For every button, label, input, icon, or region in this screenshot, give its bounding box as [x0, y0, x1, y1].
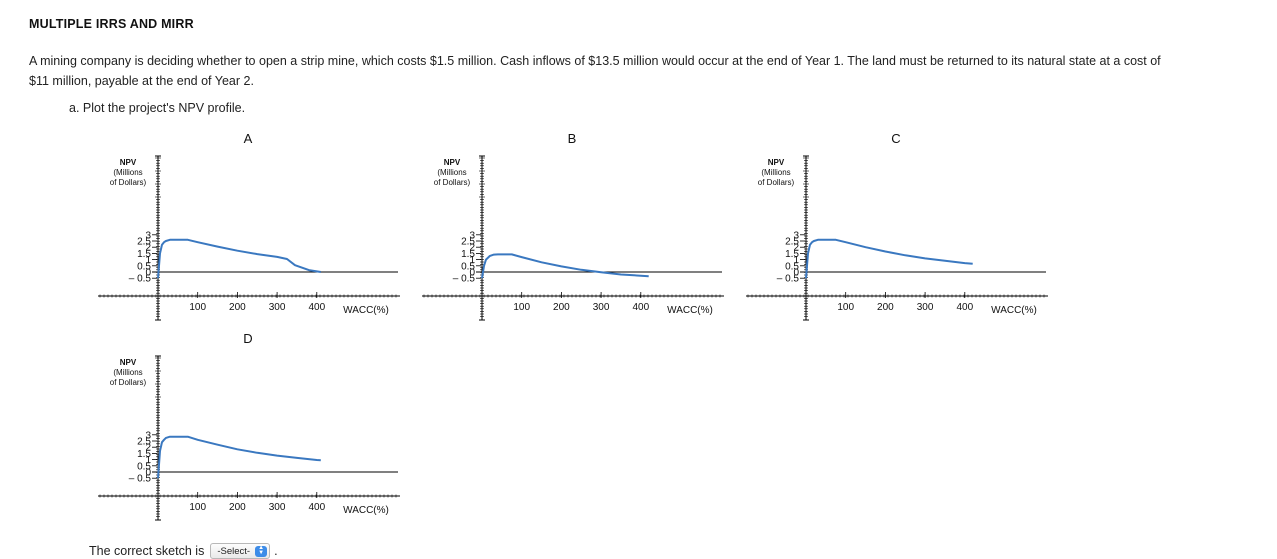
y-tick-label: 3: [793, 230, 799, 241]
x-tick-label: 100: [189, 502, 206, 513]
npv-chart-d: D NPV (Millions of Dollars) 3 2.5 2 1.5 1 0.5 0– 0…: [0, 326, 420, 526]
y-tick-label: 1.5: [137, 249, 151, 260]
y-tick-label: 0: [793, 268, 799, 279]
y-tick-label: 2: [145, 243, 151, 254]
y-axis-label-line: of Dollars): [758, 178, 795, 187]
x-tick-label: 400: [632, 302, 649, 313]
x-axis-label: WACC(%): [343, 305, 389, 316]
y-axis-label-line: (Millions: [761, 168, 790, 177]
chart-panel-label: D: [243, 331, 252, 346]
npv-curve: [481, 253, 649, 279]
y-tick-label: 0.5: [137, 461, 151, 472]
chart-panel-label: B: [568, 131, 577, 146]
y-tick-label: – 0.5: [129, 274, 152, 285]
x-tick-label: 200: [877, 302, 894, 313]
problem-line-2: $11 million, payable at the end of Year …: [29, 74, 254, 88]
y-tick-label: 1: [145, 455, 151, 466]
y-tick-label: 1: [469, 255, 475, 266]
npv-curve: [157, 238, 321, 279]
sketch-select[interactable]: -Select- ▲ ▼: [210, 543, 271, 559]
x-tick-label: 300: [269, 502, 286, 513]
y-tick-label: 0.5: [785, 261, 799, 272]
y-axis-label-line: NPV: [444, 158, 461, 167]
problem-line-1: A mining company is deciding whether to …: [29, 54, 1161, 68]
x-tick-label: 200: [229, 302, 246, 313]
y-tick-label: – 0.5: [453, 274, 476, 285]
y-tick-label: 2.5: [137, 237, 151, 248]
y-tick-label: 2.5: [137, 437, 151, 448]
answer-prompt: The correct sketch is: [89, 544, 205, 558]
problem-statement: A mining company is deciding whether to …: [29, 51, 1277, 91]
x-tick-label: 300: [593, 302, 610, 313]
sketch-select-value: -Select-: [217, 545, 251, 557]
y-axis-label-line: NPV: [768, 158, 785, 167]
y-tick-label: 2: [793, 243, 799, 254]
y-tick-label: 2: [145, 443, 151, 454]
chart-panel-label: A: [244, 131, 253, 146]
y-tick-label: 1.5: [137, 449, 151, 460]
x-tick-label: 300: [917, 302, 934, 313]
answer-row: The correct sketch is -Select- ▲ ▼ .: [89, 543, 278, 559]
y-tick-label: 2.5: [785, 237, 799, 248]
y-tick-label: 0: [145, 468, 151, 479]
chevron-updown-icon: ▲ ▼: [255, 545, 268, 557]
y-axis-label-line: (Millions: [113, 368, 142, 377]
y-tick-label: 3: [469, 230, 475, 241]
y-tick-label: 1: [793, 255, 799, 266]
y-axis-label-line: (Millions: [437, 168, 466, 177]
y-tick-label: 0: [469, 268, 475, 279]
y-axis-label-line: of Dollars): [110, 178, 147, 187]
x-tick-label: 200: [553, 302, 570, 313]
y-axis-label-line: of Dollars): [110, 378, 147, 387]
y-axis-label-line: of Dollars): [434, 178, 471, 187]
npv-curve: [805, 238, 973, 279]
x-axis-label: WACC(%): [667, 305, 713, 316]
npv-chart-c: C NPV (Millions of Dollars) 3 2.5 2 1.5 1 0.5 0– 0…: [648, 126, 1068, 326]
y-tick-label: 2.5: [461, 237, 475, 248]
x-tick-label: 300: [269, 302, 286, 313]
y-axis-label-line: (Millions: [113, 168, 142, 177]
x-axis-label: WACC(%): [991, 305, 1037, 316]
npv-chart-b: B NPV (Millions of Dollars) 3 2.5 2 1.5 1 0.5 0– 0…: [324, 126, 744, 326]
x-tick-label: 400: [308, 302, 325, 313]
x-tick-label: 400: [956, 302, 973, 313]
y-tick-label: 1.5: [785, 249, 799, 260]
y-tick-label: 0: [145, 268, 151, 279]
y-axis-label-line: NPV: [120, 158, 137, 167]
question-a: a. Plot the project's NPV profile.: [69, 101, 246, 115]
x-tick-label: 100: [189, 302, 206, 313]
y-tick-label: 1.5: [461, 249, 475, 260]
x-axis-label: WACC(%): [343, 505, 389, 516]
page-title: MULTIPLE IRRS AND MIRR: [29, 17, 194, 31]
x-tick-label: 100: [837, 302, 854, 313]
x-tick-label: 100: [513, 302, 530, 313]
x-tick-label: 200: [229, 502, 246, 513]
npv-curve: [157, 435, 321, 479]
y-tick-label: – 0.5: [777, 274, 800, 285]
npv-chart-a: A NPV (Millions of Dollars) 3 2.5 2 1.5 1 0.5 0– 0…: [0, 126, 420, 326]
y-axis-label-line: NPV: [120, 358, 137, 367]
x-tick-label: 400: [308, 502, 325, 513]
y-tick-label: 1: [145, 255, 151, 266]
y-tick-label: 2: [469, 243, 475, 254]
y-tick-label: 0.5: [137, 261, 151, 272]
y-tick-label: 3: [145, 430, 151, 441]
y-tick-label: – 0.5: [129, 474, 152, 485]
y-tick-label: 0.5: [461, 261, 475, 272]
y-tick-label: 3: [145, 230, 151, 241]
chart-panel-label: C: [891, 131, 900, 146]
answer-suffix: .: [274, 544, 278, 558]
